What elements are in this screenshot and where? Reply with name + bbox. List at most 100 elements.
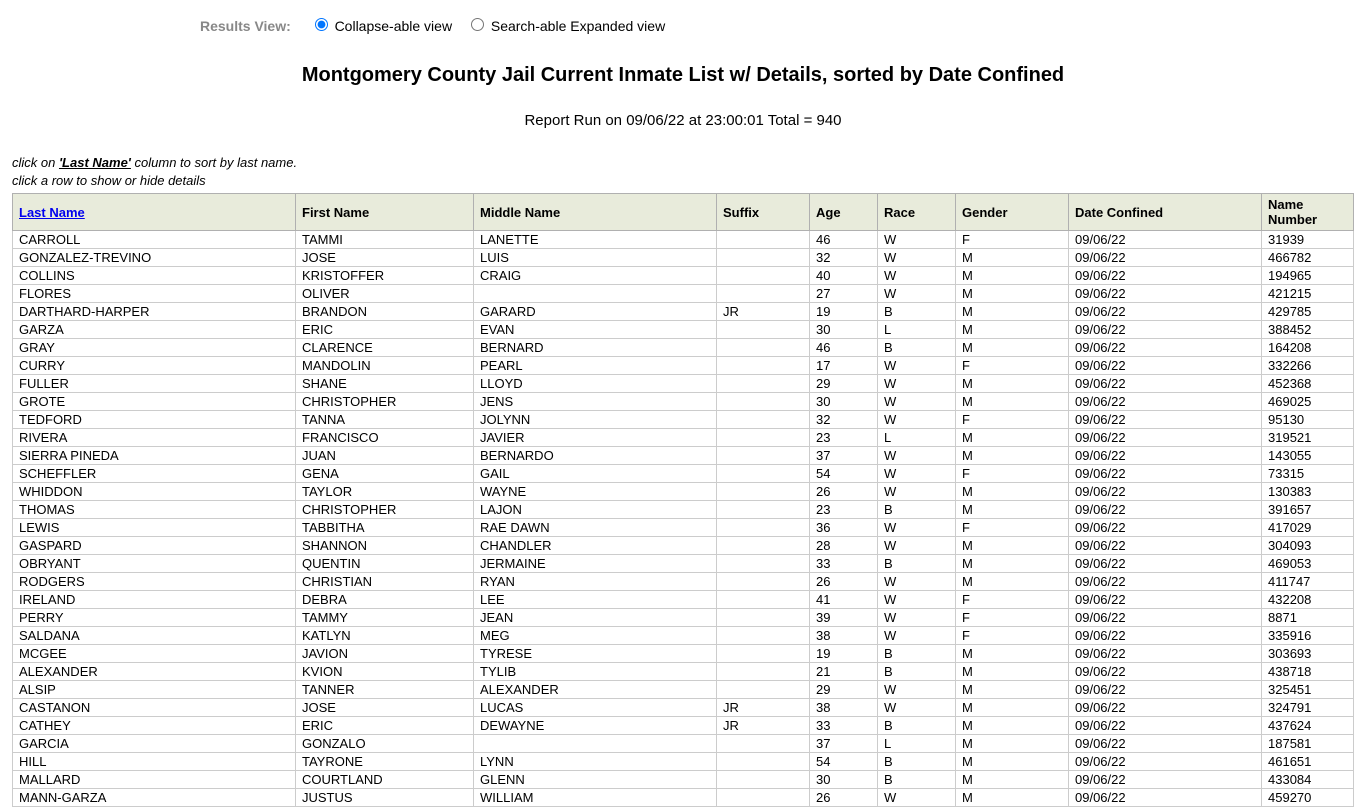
col-header-lastname[interactable]: Last Name <box>13 194 296 231</box>
table-row[interactable]: ALEXANDERKVIONTYLIB21BM09/06/22438718 <box>13 663 1354 681</box>
table-row[interactable]: SIERRA PINEDAJUANBERNARDO37WM09/06/22143… <box>13 447 1354 465</box>
table-row[interactable]: CARROLLTAMMILANETTE46WF09/06/2231939 <box>13 231 1354 249</box>
cell-middlename: TYRESE <box>474 645 717 663</box>
table-row[interactable]: MCGEEJAVIONTYRESE19BM09/06/22303693 <box>13 645 1354 663</box>
table-row[interactable]: FULLERSHANELLOYD29WM09/06/22452368 <box>13 375 1354 393</box>
cell-suffix <box>717 519 810 537</box>
cell-firstname: JOSE <box>296 249 474 267</box>
col-header-namenumber: Name Number <box>1262 194 1354 231</box>
cell-age: 37 <box>810 735 878 753</box>
cell-namenumber: 187581 <box>1262 735 1354 753</box>
table-row[interactable]: GARCIAGONZALO37LM09/06/22187581 <box>13 735 1354 753</box>
cell-dateconfined: 09/06/22 <box>1069 231 1262 249</box>
cell-race: L <box>878 429 956 447</box>
cell-namenumber: 411747 <box>1262 573 1354 591</box>
table-row[interactable]: GARZAERICEVAN30LM09/06/22388452 <box>13 321 1354 339</box>
table-row[interactable]: SCHEFFLERGENAGAIL54WF09/06/2273315 <box>13 465 1354 483</box>
cell-gender: M <box>956 753 1069 771</box>
cell-age: 46 <box>810 231 878 249</box>
table-row[interactable]: THOMASCHRISTOPHERLAJON23BM09/06/22391657 <box>13 501 1354 519</box>
cell-middlename: JENS <box>474 393 717 411</box>
cell-race: W <box>878 699 956 717</box>
cell-firstname: JAVION <box>296 645 474 663</box>
cell-race: B <box>878 501 956 519</box>
cell-firstname: SHANE <box>296 375 474 393</box>
cell-firstname: GENA <box>296 465 474 483</box>
cell-race: W <box>878 519 956 537</box>
table-row[interactable]: PERRYTAMMYJEAN39WF09/06/228871 <box>13 609 1354 627</box>
cell-dateconfined: 09/06/22 <box>1069 483 1262 501</box>
cell-middlename: LLOYD <box>474 375 717 393</box>
cell-namenumber: 388452 <box>1262 321 1354 339</box>
cell-suffix <box>717 735 810 753</box>
cell-suffix <box>717 501 810 519</box>
cell-namenumber: 143055 <box>1262 447 1354 465</box>
cell-age: 30 <box>810 771 878 789</box>
cell-middlename <box>474 735 717 753</box>
cell-suffix <box>717 249 810 267</box>
cell-age: 26 <box>810 789 878 807</box>
table-row[interactable]: GONZALEZ-TREVINOJOSELUIS32WM09/06/224667… <box>13 249 1354 267</box>
table-row[interactable]: MANN-GARZAJUSTUSWILLIAM26WM09/06/2245927… <box>13 789 1354 807</box>
radio-expanded-label[interactable]: Search-able Expanded view <box>466 18 665 34</box>
table-row[interactable]: GROTECHRISTOPHERJENS30WM09/06/22469025 <box>13 393 1354 411</box>
table-row[interactable]: CASTANONJOSELUCASJR38WM09/06/22324791 <box>13 699 1354 717</box>
table-row[interactable]: HILLTAYRONELYNN54BM09/06/22461651 <box>13 753 1354 771</box>
cell-suffix <box>717 231 810 249</box>
table-row[interactable]: MALLARDCOURTLANDGLENN30BM09/06/22433084 <box>13 771 1354 789</box>
cell-lastname: RODGERS <box>13 573 296 591</box>
cell-age: 32 <box>810 249 878 267</box>
cell-lastname: GARCIA <box>13 735 296 753</box>
radio-collapse-label[interactable]: Collapse-able view <box>310 18 456 34</box>
report-info: Report Run on 09/06/22 at 23:00:01 Total… <box>0 112 1366 129</box>
table-row[interactable]: DARTHARD-HARPERBRANDONGARARDJR19BM09/06/… <box>13 303 1354 321</box>
cell-suffix: JR <box>717 303 810 321</box>
cell-firstname: DEBRA <box>296 591 474 609</box>
cell-gender: M <box>956 555 1069 573</box>
cell-lastname: HILL <box>13 753 296 771</box>
cell-race: B <box>878 717 956 735</box>
cell-middlename: CRAIG <box>474 267 717 285</box>
table-row[interactable]: RIVERAFRANCISCOJAVIER23LM09/06/22319521 <box>13 429 1354 447</box>
table-row[interactable]: ALSIPTANNERALEXANDER29WM09/06/22325451 <box>13 681 1354 699</box>
instruction-line1-post: column to sort by last name. <box>131 155 297 170</box>
table-row[interactable]: CATHEYERICDEWAYNEJR33BM09/06/22437624 <box>13 717 1354 735</box>
cell-gender: M <box>956 717 1069 735</box>
cell-suffix <box>717 537 810 555</box>
cell-firstname: FRANCISCO <box>296 429 474 447</box>
table-row[interactable]: COLLINSKRISTOFFERCRAIG40WM09/06/22194965 <box>13 267 1354 285</box>
table-row[interactable]: RODGERSCHRISTIANRYAN26WM09/06/22411747 <box>13 573 1354 591</box>
cell-namenumber: 325451 <box>1262 681 1354 699</box>
cell-age: 23 <box>810 501 878 519</box>
table-row[interactable]: CURRYMANDOLINPEARL17WF09/06/22332266 <box>13 357 1354 375</box>
cell-dateconfined: 09/06/22 <box>1069 537 1262 555</box>
table-row[interactable]: IRELANDDEBRALEE41WF09/06/22432208 <box>13 591 1354 609</box>
inmate-table: Last Name First Name Middle Name Suffix … <box>12 193 1354 807</box>
cell-lastname: GROTE <box>13 393 296 411</box>
table-row[interactable]: GASPARDSHANNONCHANDLER28WM09/06/22304093 <box>13 537 1354 555</box>
cell-gender: M <box>956 321 1069 339</box>
table-row[interactable]: GRAYCLARENCEBERNARD46BM09/06/22164208 <box>13 339 1354 357</box>
table-row[interactable]: SALDANAKATLYNMEG38WF09/06/22335916 <box>13 627 1354 645</box>
cell-lastname: DARTHARD-HARPER <box>13 303 296 321</box>
cell-race: W <box>878 789 956 807</box>
cell-namenumber: 304093 <box>1262 537 1354 555</box>
cell-firstname: KRISTOFFER <box>296 267 474 285</box>
cell-dateconfined: 09/06/22 <box>1069 357 1262 375</box>
table-row[interactable]: OBRYANTQUENTINJERMAINE33BM09/06/22469053 <box>13 555 1354 573</box>
cell-age: 36 <box>810 519 878 537</box>
table-row[interactable]: FLORESOLIVER27WM09/06/22421215 <box>13 285 1354 303</box>
table-row[interactable]: TEDFORDTANNAJOLYNN32WF09/06/2295130 <box>13 411 1354 429</box>
table-row[interactable]: LEWISTABBITHARAE DAWN36WF09/06/22417029 <box>13 519 1354 537</box>
cell-lastname: PERRY <box>13 609 296 627</box>
cell-middlename: GARARD <box>474 303 717 321</box>
cell-gender: M <box>956 483 1069 501</box>
cell-firstname: QUENTIN <box>296 555 474 573</box>
table-row[interactable]: WHIDDONTAYLORWAYNE26WM09/06/22130383 <box>13 483 1354 501</box>
radio-collapse[interactable] <box>315 18 328 31</box>
cell-namenumber: 459270 <box>1262 789 1354 807</box>
radio-expanded[interactable] <box>471 18 484 31</box>
cell-namenumber: 421215 <box>1262 285 1354 303</box>
cell-lastname: MCGEE <box>13 645 296 663</box>
sort-lastname-link[interactable]: Last Name <box>19 205 85 220</box>
